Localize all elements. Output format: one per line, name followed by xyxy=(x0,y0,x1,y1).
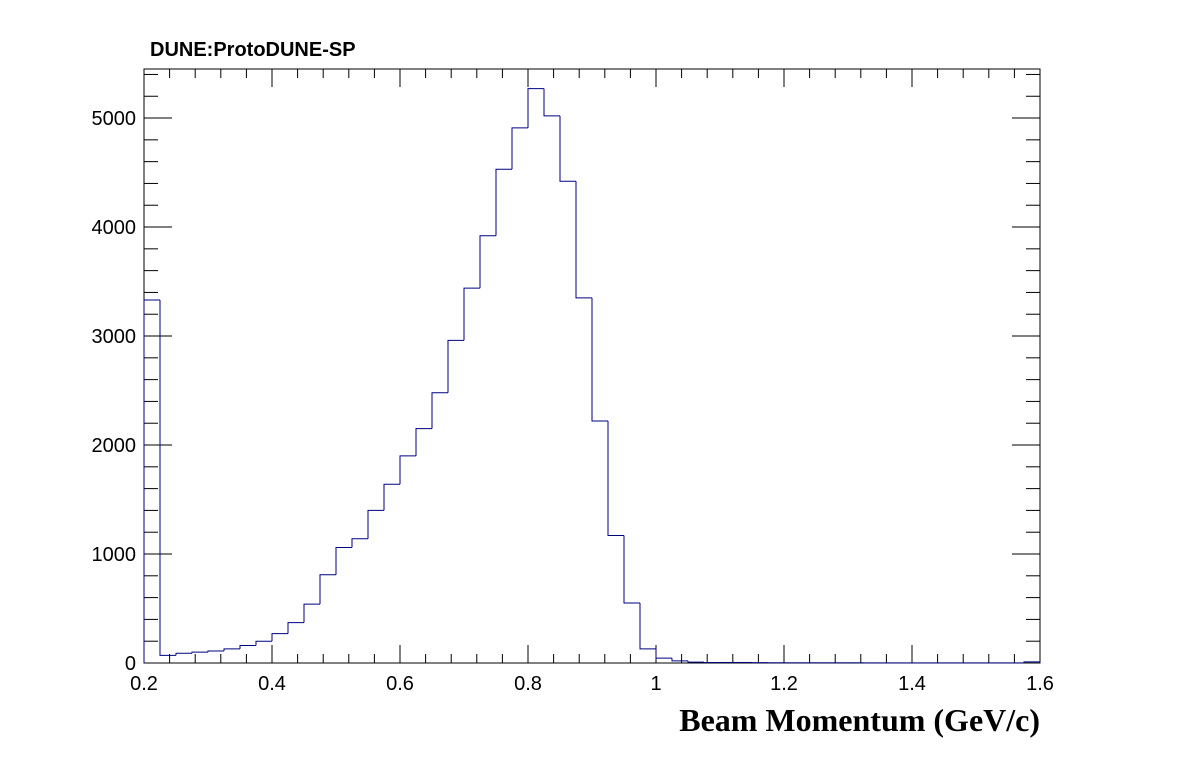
y-tick-label: 1000 xyxy=(92,544,137,566)
histogram-bin xyxy=(351,538,368,548)
y-tick-label: 4000 xyxy=(92,217,137,239)
histogram-bin xyxy=(223,648,240,652)
histogram-bin xyxy=(511,127,528,170)
histogram-bin xyxy=(447,339,464,393)
histogram-bin xyxy=(591,297,608,422)
x-tick-label: 1.6 xyxy=(1026,673,1054,695)
histogram-bin xyxy=(559,115,576,182)
histogram-bin xyxy=(479,235,496,289)
x-tick-label: 0.8 xyxy=(514,673,542,695)
y-axis-tick-labels: 0 1000 2000 3000 4000 5000 xyxy=(92,108,137,675)
axis-ticks xyxy=(143,69,1041,664)
histogram-series xyxy=(143,88,1041,664)
histogram-bin xyxy=(271,633,288,642)
histogram-bin xyxy=(1023,661,1040,663)
histogram-bin xyxy=(383,483,400,511)
histogram-bin xyxy=(287,622,304,634)
histogram-bin xyxy=(655,648,672,659)
x-axis-label: Beam Momentum (GeV/c) xyxy=(679,702,1040,738)
x-axis-tick-labels: 0.2 0.4 0.6 0.8 1 1.2 1.4 1.6 xyxy=(130,673,1054,695)
histogram-bin xyxy=(159,300,176,656)
histogram-bin xyxy=(687,660,704,663)
histogram-bin xyxy=(399,455,416,485)
histogram-bin xyxy=(143,299,160,663)
x-tick-label: 0.4 xyxy=(258,673,286,695)
chart-title: DUNE:ProtoDUNE-SP xyxy=(150,39,356,61)
y-tick-label: 0 xyxy=(125,653,136,675)
histogram-bin xyxy=(175,652,192,656)
histogram-bin xyxy=(191,651,208,654)
x-tick-label: 1.4 xyxy=(898,673,926,695)
histogram-bin xyxy=(431,392,448,429)
histogram-bin xyxy=(415,428,432,456)
histogram-bin xyxy=(543,88,560,117)
histogram-bin xyxy=(671,658,688,662)
histogram-bin xyxy=(319,574,336,605)
histogram-bin xyxy=(367,509,384,539)
histogram-bin xyxy=(495,168,512,236)
x-tick-label: 0.2 xyxy=(130,673,158,695)
histogram-bin xyxy=(335,546,352,575)
x-tick-label: 0.6 xyxy=(386,673,414,695)
x-tick-label: 1 xyxy=(650,673,661,695)
histogram-bin xyxy=(239,645,256,649)
y-tick-label: 3000 xyxy=(92,326,137,348)
histogram-bin xyxy=(607,421,624,536)
histogram-bin xyxy=(463,287,480,341)
histogram-bin xyxy=(303,603,320,623)
histogram-bin xyxy=(255,640,272,646)
x-tick-label: 1.2 xyxy=(770,673,798,695)
histogram-bin xyxy=(207,650,224,653)
histogram-bin xyxy=(527,88,544,128)
histogram-bin xyxy=(639,603,656,650)
histogram-bin xyxy=(575,181,592,299)
histogram-bin xyxy=(623,535,640,604)
y-tick-label: 2000 xyxy=(92,435,137,457)
y-tick-label: 5000 xyxy=(92,108,137,130)
